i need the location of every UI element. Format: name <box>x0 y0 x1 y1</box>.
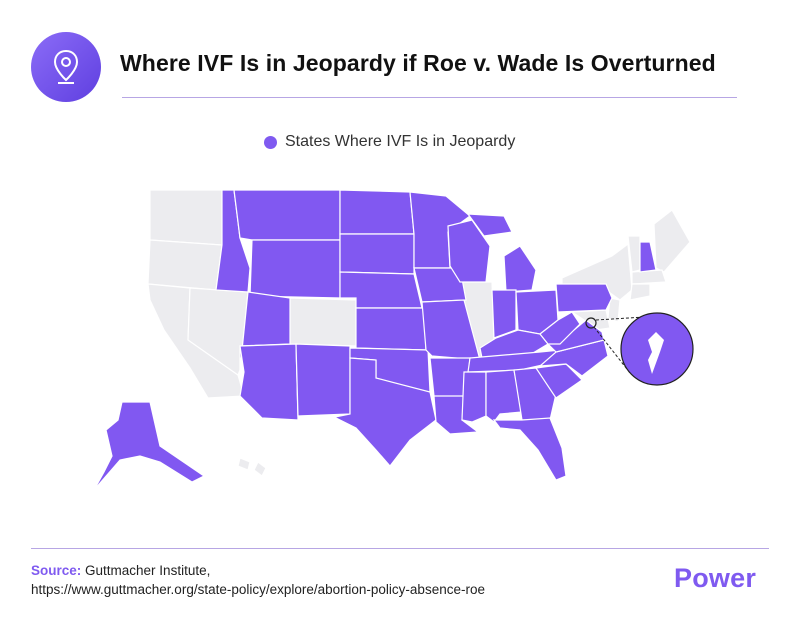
brand-logo: Power <box>674 563 757 593</box>
state-WV <box>539 311 581 345</box>
state-WY <box>249 239 341 299</box>
state-NM <box>295 343 351 417</box>
source-url[interactable]: https://www.guttmacher.org/state-policy/… <box>31 582 485 597</box>
dc-inset-shape <box>648 332 664 374</box>
legend-swatch <box>264 135 277 149</box>
state-NJ <box>607 297 621 323</box>
state-WA <box>149 189 223 246</box>
state-SD <box>339 233 415 275</box>
state-AK <box>93 401 206 491</box>
title-divider <box>122 97 737 98</box>
state-CT <box>629 283 651 301</box>
state-IN <box>491 289 517 339</box>
state-AZ <box>239 343 299 421</box>
state-FL <box>492 417 567 481</box>
location-pin-icon <box>31 32 101 102</box>
state-TX <box>319 357 437 467</box>
us-map <box>93 189 694 491</box>
legend-label: States Where IVF Is in Jeopardy <box>285 133 516 150</box>
state-CO <box>289 297 357 347</box>
state-MT <box>233 189 341 241</box>
source-name: Guttmacher Institute, <box>85 563 211 578</box>
state-ME <box>653 209 691 273</box>
source-note: Source: Guttmacher Institute, https://ww… <box>31 561 485 599</box>
state-KS <box>355 307 427 351</box>
footer-divider <box>31 548 769 549</box>
state-HI <box>237 457 267 477</box>
state-NH <box>639 241 657 273</box>
state-OR <box>147 239 223 291</box>
state-ND <box>339 189 415 235</box>
state-MA <box>631 269 667 285</box>
state-PA <box>555 283 613 313</box>
page-title: Where IVF Is in Jeopardy if Roe v. Wade … <box>120 50 716 76</box>
state-MI <box>466 213 537 293</box>
legend: States Where IVF Is in Jeopardy <box>264 133 515 151</box>
dc-callout-line-top <box>595 316 645 321</box>
state-IA <box>413 267 467 303</box>
source-label: Source: <box>31 563 82 578</box>
state-MS <box>461 371 487 423</box>
dc-locator-circle <box>585 317 597 329</box>
